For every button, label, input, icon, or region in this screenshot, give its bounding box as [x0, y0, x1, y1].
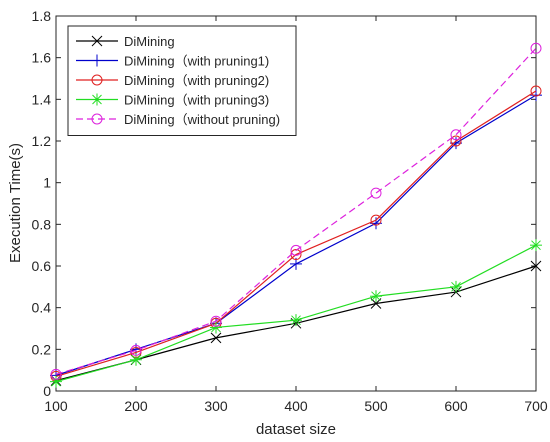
data-point: [530, 239, 542, 252]
data-point: [370, 214, 382, 226]
series-3: [50, 239, 542, 388]
data-point: [50, 368, 62, 380]
legend-marker: [91, 113, 103, 125]
legend-entry: DiMining（with pruning2): [76, 73, 269, 88]
data-point: [290, 244, 302, 256]
legend-entry: DiMining: [76, 34, 175, 49]
x-axis-label: dataset size: [256, 421, 336, 438]
legend-marker: [91, 35, 103, 47]
data-point: [530, 42, 542, 54]
series-4: [50, 42, 542, 380]
series-layer: [50, 42, 542, 388]
y-tick-label: 0.4: [32, 300, 52, 316]
data-point: [370, 187, 382, 199]
x-tick-label: 200: [124, 398, 148, 414]
legend-label: DiMining（with pruning2): [124, 73, 269, 88]
data-point: [450, 129, 462, 141]
y-tick-label: 1.8: [32, 8, 52, 24]
legend-marker: [91, 93, 103, 106]
legend-label: DiMining: [124, 34, 175, 49]
data-point: [210, 321, 222, 334]
y-tick-label: 1.4: [32, 91, 52, 107]
legend-entry: DiMining（without pruning): [76, 112, 280, 127]
data-point: [530, 260, 542, 272]
data-point: [210, 315, 222, 327]
legend-entry: DiMining（with pruning3): [76, 93, 269, 108]
legend: DiMining DiMining（with pruning1) DiMining（…: [67, 25, 297, 136]
legend-label: DiMining（with pruning3): [124, 93, 269, 108]
data-point: [450, 135, 462, 147]
y-tick-label: 1.6: [32, 50, 52, 66]
series-line: [55, 47, 537, 375]
y-tick-label: 0.2: [32, 341, 52, 357]
legend-marker: [91, 74, 103, 86]
x-tick-label: 700: [524, 398, 548, 414]
legend-box: [67, 25, 297, 136]
x-tick-label: 100: [44, 398, 68, 414]
data-point: [130, 344, 142, 356]
y-axis-label: Execution Time(s): [7, 143, 24, 263]
x-tick-label: 400: [284, 398, 308, 414]
data-point: [130, 353, 142, 366]
y-axis: 0 0.2 0.4 0.6 0.8 1 1.2 1.4 1.6 1.8: [32, 8, 536, 399]
x-axis: 100 200 300 400 500 600 700: [44, 16, 548, 414]
y-tick-label: 0: [43, 383, 51, 399]
legend-label: DiMining（with pruning1): [124, 54, 269, 69]
data-point: [530, 85, 542, 97]
y-tick-label: 0.6: [32, 258, 52, 274]
legend-label: DiMining（without pruning): [124, 112, 280, 127]
y-tick-label: 1: [43, 175, 51, 191]
x-tick-label: 500: [364, 398, 388, 414]
x-tick-label: 600: [444, 398, 468, 414]
data-point: [450, 280, 462, 293]
series-line: [55, 90, 537, 377]
data-point: [370, 290, 382, 303]
data-point: [450, 137, 462, 150]
data-point: [290, 314, 302, 327]
legend-marker: [91, 54, 103, 67]
x-tick-label: 300: [204, 398, 228, 414]
data-point: [210, 332, 222, 344]
y-tick-label: 0.8: [32, 216, 52, 232]
y-tick-label: 1.2: [32, 133, 52, 149]
legend-entry: DiMining（with pruning1): [76, 54, 269, 69]
